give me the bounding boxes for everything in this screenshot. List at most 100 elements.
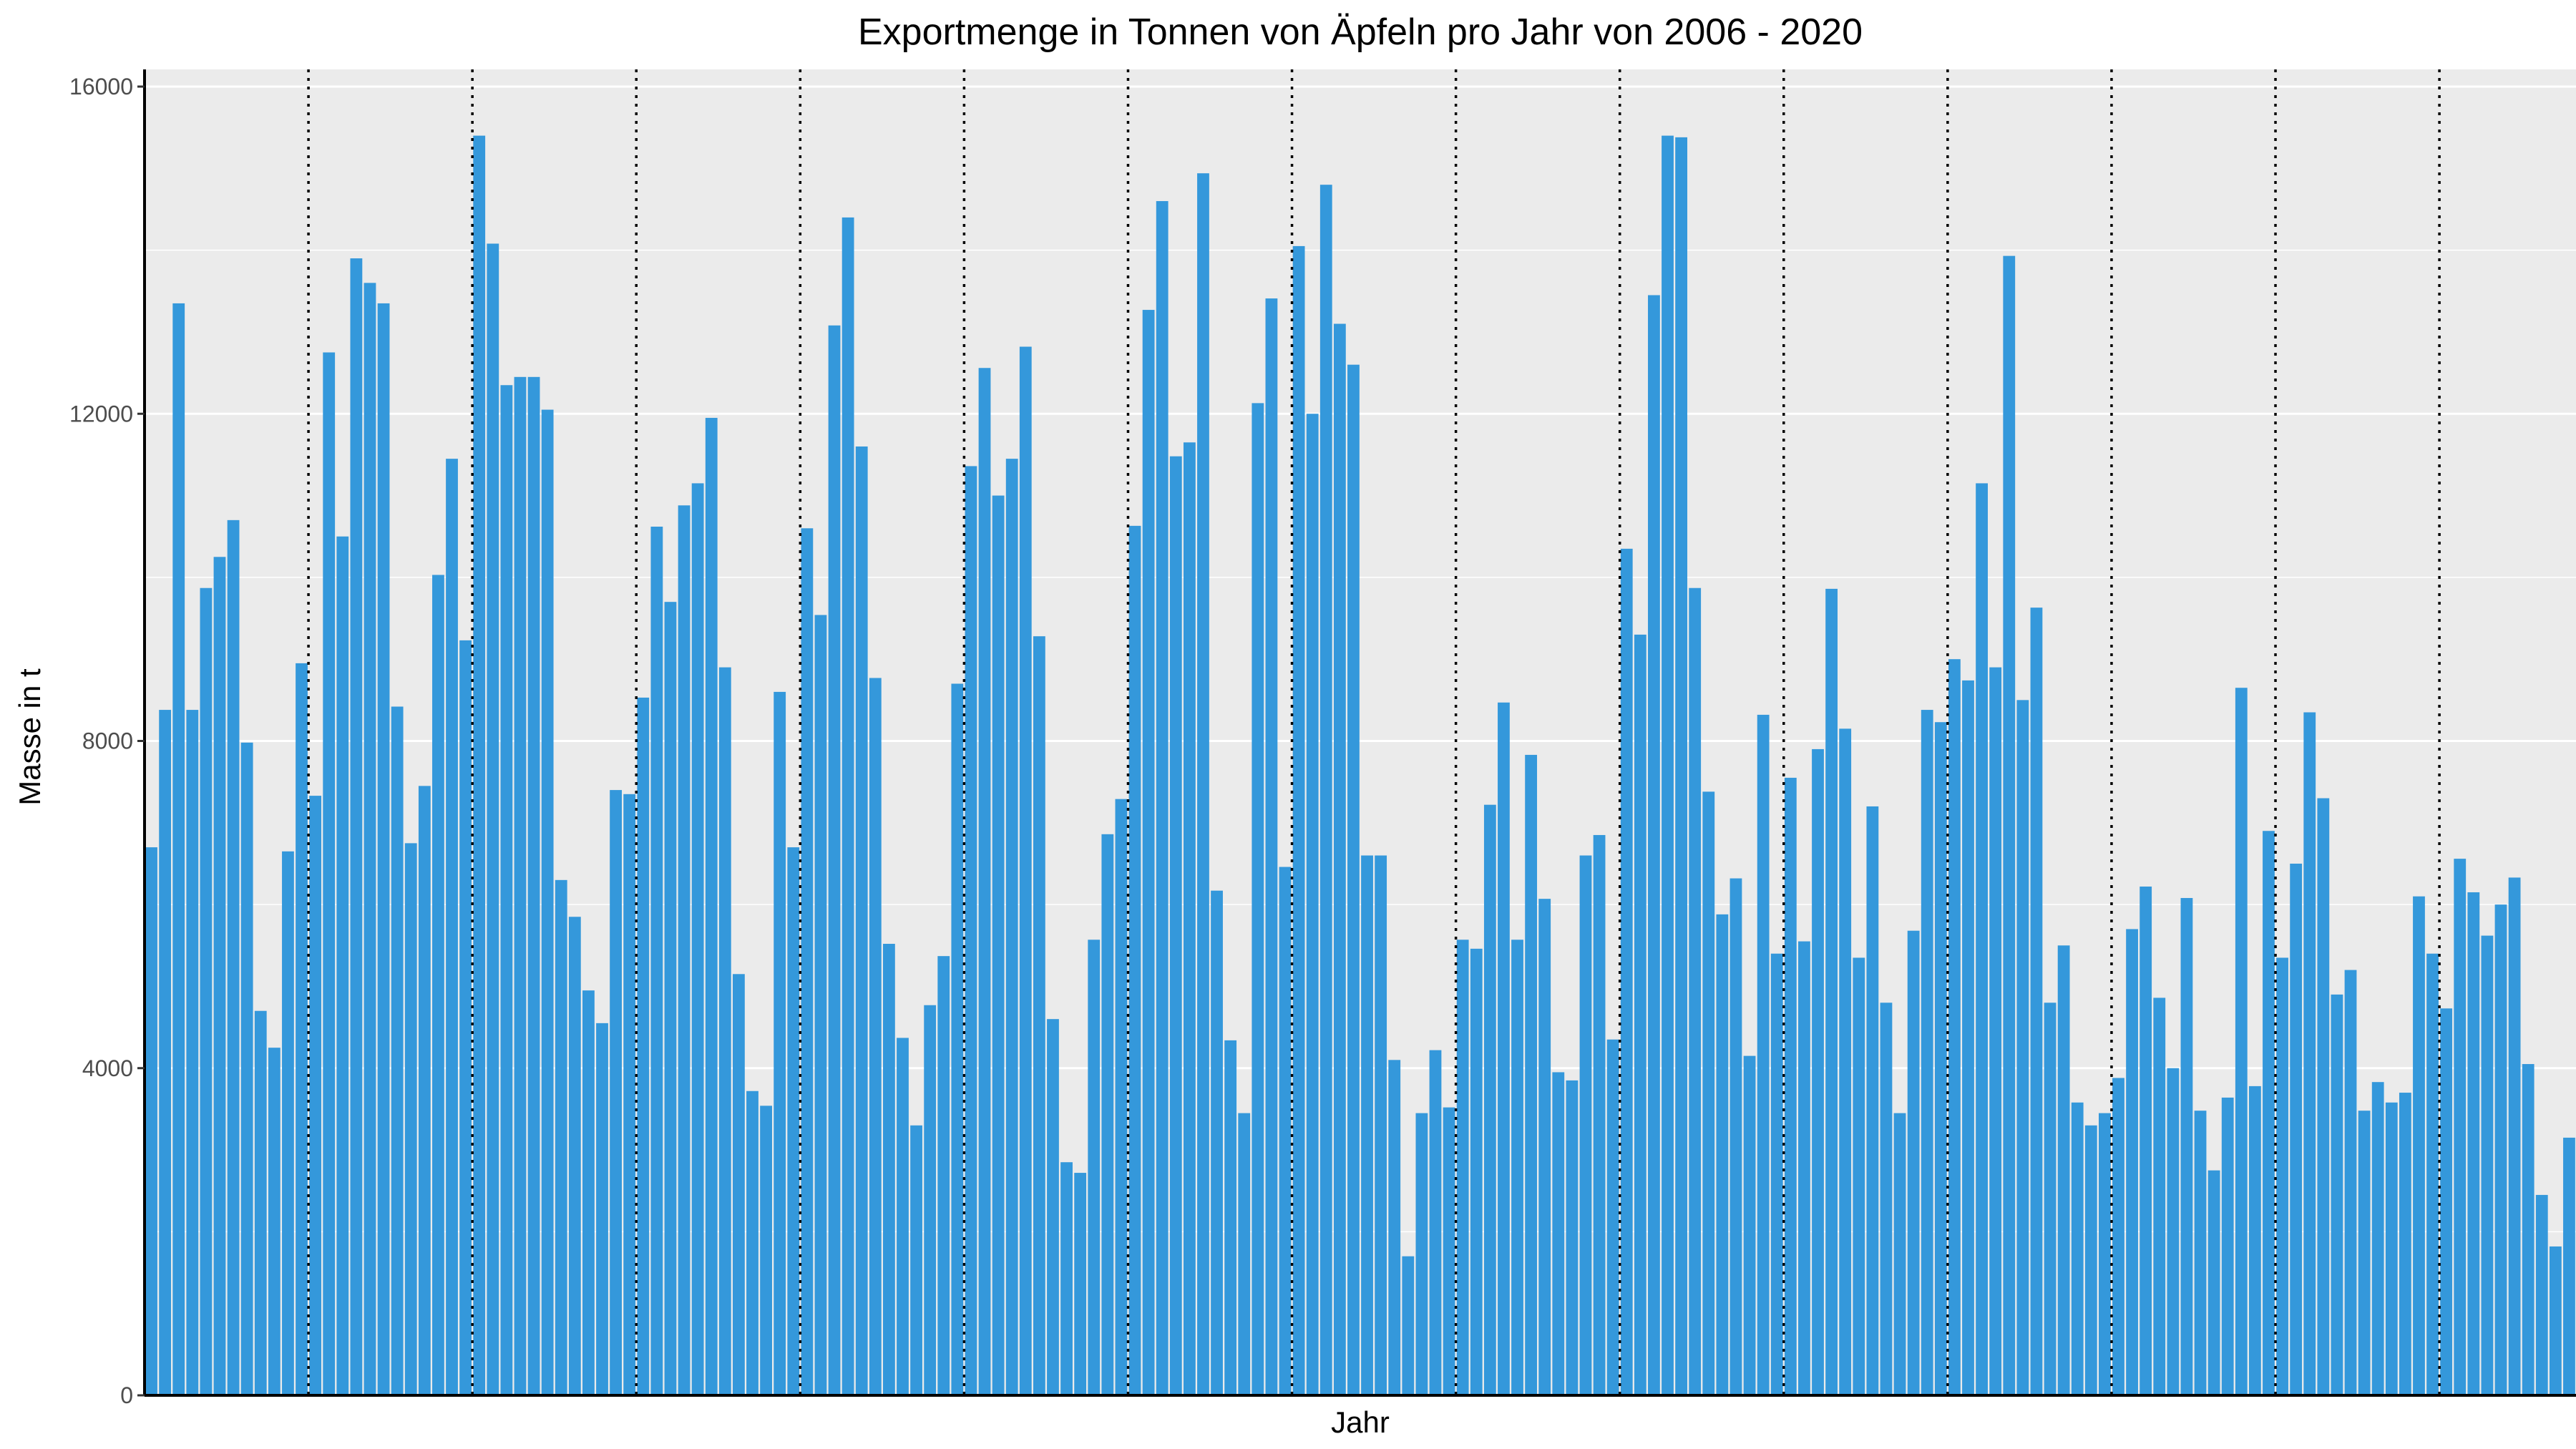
bar bbox=[1907, 930, 1920, 1395]
bar bbox=[2098, 1113, 2111, 1395]
bar bbox=[1443, 1107, 1455, 1395]
bar bbox=[1347, 364, 1360, 1396]
year-separators bbox=[307, 69, 2441, 1395]
bar bbox=[691, 483, 704, 1395]
bar bbox=[1620, 548, 1633, 1395]
bar bbox=[1648, 295, 1660, 1396]
bar bbox=[1498, 702, 1510, 1395]
bar bbox=[1456, 940, 1469, 1395]
bar bbox=[951, 683, 964, 1395]
bar bbox=[568, 917, 581, 1395]
bar bbox=[1525, 754, 1538, 1395]
bar bbox=[446, 459, 458, 1396]
bar bbox=[855, 446, 868, 1395]
bar bbox=[1976, 483, 1988, 1395]
bar bbox=[1798, 941, 1810, 1395]
bar bbox=[787, 847, 800, 1395]
bar bbox=[1101, 834, 1114, 1395]
bar bbox=[1606, 1039, 1619, 1395]
bar bbox=[2276, 957, 2288, 1395]
bar bbox=[1689, 587, 1702, 1395]
bar bbox=[145, 847, 157, 1395]
bar bbox=[1948, 659, 1961, 1395]
bar bbox=[1279, 867, 1292, 1395]
bar bbox=[487, 243, 499, 1396]
bar bbox=[678, 505, 691, 1395]
bar bbox=[364, 283, 376, 1396]
bar bbox=[2371, 1082, 2384, 1395]
bar bbox=[1989, 667, 2002, 1395]
bar bbox=[1743, 1055, 1756, 1395]
bar bbox=[1388, 1060, 1401, 1395]
bar bbox=[1825, 588, 1838, 1396]
bar bbox=[1921, 710, 1933, 1395]
bar bbox=[2263, 831, 2275, 1395]
bar bbox=[1402, 1256, 1415, 1395]
bar bbox=[1128, 525, 1141, 1395]
bar bbox=[910, 1125, 922, 1395]
bar bbox=[1579, 855, 1592, 1395]
bar bbox=[1511, 940, 1523, 1395]
bar bbox=[718, 667, 731, 1395]
bar bbox=[2331, 994, 2343, 1395]
bar bbox=[2303, 712, 2316, 1395]
bar bbox=[2358, 1111, 2371, 1395]
bar bbox=[404, 843, 417, 1395]
bar bbox=[2522, 1064, 2534, 1395]
bar bbox=[418, 786, 431, 1395]
bar bbox=[2290, 863, 2303, 1395]
bar bbox=[1115, 799, 1128, 1395]
bar bbox=[1169, 456, 1182, 1395]
x-axis-title: Jahr bbox=[1331, 1405, 1390, 1439]
bar bbox=[500, 385, 513, 1395]
bar bbox=[1675, 137, 1688, 1395]
bar bbox=[323, 352, 336, 1395]
bar bbox=[200, 587, 213, 1395]
y-tick-label: 8000 bbox=[82, 728, 133, 754]
bar bbox=[2508, 877, 2521, 1395]
bar bbox=[1005, 459, 1018, 1396]
y-tick-label: 0 bbox=[120, 1382, 133, 1408]
bar bbox=[1729, 878, 1742, 1395]
bar bbox=[1853, 957, 1865, 1395]
bar bbox=[2494, 904, 2507, 1395]
bar bbox=[828, 325, 841, 1396]
bar bbox=[1866, 806, 1879, 1395]
chart-title: Exportmenge in Tonnen von Äpfeln pro Jah… bbox=[858, 11, 1863, 53]
bar bbox=[596, 1023, 608, 1395]
bar bbox=[623, 794, 636, 1395]
bar bbox=[1142, 310, 1155, 1395]
bar bbox=[213, 557, 226, 1395]
bar bbox=[2153, 997, 2166, 1395]
bar bbox=[1265, 298, 1278, 1396]
bar bbox=[240, 742, 253, 1395]
bar bbox=[2549, 1246, 2562, 1395]
bar bbox=[1375, 855, 1387, 1395]
bar bbox=[2071, 1102, 2084, 1395]
y-axis-ticks: 0 4000 8000 12000 16000 bbox=[69, 74, 145, 1408]
bar bbox=[1060, 1162, 1073, 1395]
bar bbox=[650, 527, 663, 1395]
bar bbox=[1784, 777, 1797, 1395]
bar bbox=[1812, 748, 1824, 1395]
bar bbox=[2126, 929, 2138, 1395]
bar bbox=[227, 519, 240, 1396]
bar bbox=[1470, 948, 1483, 1395]
bar bbox=[186, 710, 199, 1395]
bar bbox=[1566, 1080, 1579, 1395]
bar bbox=[1634, 634, 1646, 1395]
bar bbox=[2248, 1085, 2261, 1395]
bar bbox=[746, 1091, 758, 1395]
bar bbox=[1893, 1113, 1906, 1395]
bar bbox=[1538, 899, 1551, 1395]
bar bbox=[473, 135, 486, 1395]
bar bbox=[1770, 953, 1783, 1395]
bar bbox=[1934, 722, 1947, 1395]
bar bbox=[1047, 1019, 1059, 1395]
bar bbox=[2344, 970, 2357, 1395]
bar bbox=[391, 706, 404, 1395]
bar bbox=[336, 536, 349, 1395]
bar bbox=[582, 990, 595, 1395]
bar bbox=[2454, 859, 2467, 1395]
